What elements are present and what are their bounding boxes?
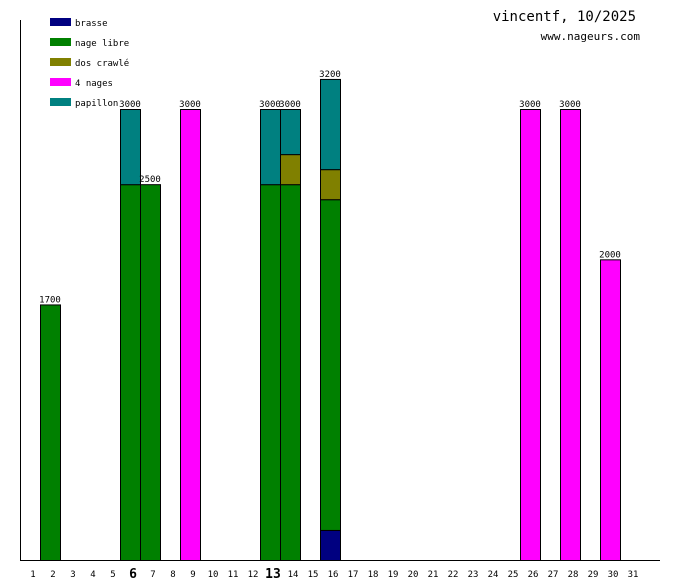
bar-16-brasse — [320, 529, 341, 562]
x-tick-label-6: 6 — [129, 567, 137, 580]
x-tick-label-23: 23 — [468, 570, 479, 580]
x-tick-label-15: 15 — [308, 570, 319, 580]
legend-swatch-0 — [50, 18, 71, 26]
bar-28-4-nages — [560, 109, 581, 561]
legend-swatch-2 — [50, 58, 71, 66]
x-tick-label-9: 9 — [190, 570, 195, 580]
data-label-6: 3000 — [119, 100, 141, 110]
bar-13-nage-libre — [260, 184, 281, 562]
data-label-30: 2000 — [599, 250, 621, 260]
x-tick-label-21: 21 — [428, 570, 439, 580]
data-label-16: 3200 — [319, 70, 341, 80]
chart-subtitle: www.nageurs.com — [540, 30, 640, 43]
legend-swatch-4 — [50, 98, 71, 106]
legend-label-1: nage libre — [75, 39, 129, 49]
x-tick-label-12: 12 — [248, 570, 259, 580]
bar-13-papillon — [260, 109, 281, 186]
bar-6-papillon — [120, 109, 141, 186]
bar-14-nage-libre — [280, 184, 301, 562]
legend-label-4: papillon — [75, 99, 118, 109]
x-tick-label-14: 14 — [288, 570, 299, 580]
x-tick-label-8: 8 — [170, 570, 175, 580]
x-tick-label-16: 16 — [328, 570, 339, 580]
bar-14-dos-crawlé — [280, 154, 301, 186]
x-tick-label-10: 10 — [208, 570, 219, 580]
bar-16-dos-crawlé — [320, 169, 341, 201]
data-label-28: 3000 — [559, 100, 581, 110]
x-tick-label-28: 28 — [568, 570, 579, 580]
data-label-26: 3000 — [519, 100, 541, 110]
x-tick-label-31: 31 — [628, 570, 639, 580]
bar-14-papillon — [280, 109, 301, 156]
x-tick-label-1: 1 — [30, 570, 35, 580]
x-tick-label-4: 4 — [90, 570, 95, 580]
bar-30-4-nages — [600, 259, 621, 561]
bar-26-4-nages — [520, 109, 541, 561]
bar-6-nage-libre — [120, 184, 141, 562]
x-tick-label-24: 24 — [488, 570, 499, 580]
legend-swatch-3 — [50, 78, 71, 86]
bar-16-papillon — [320, 78, 341, 171]
data-label-7: 2500 — [139, 175, 161, 185]
x-tick-label-20: 20 — [408, 570, 419, 580]
bar-7-nage-libre — [140, 184, 161, 562]
data-label-14: 3000 — [279, 100, 301, 110]
x-tick-label-13: 13 — [265, 567, 281, 580]
x-tick-label-27: 27 — [548, 570, 559, 580]
x-tick-label-2: 2 — [50, 570, 55, 580]
x-tick-label-30: 30 — [608, 570, 619, 580]
legend-label-2: dos crawlé — [75, 58, 129, 69]
x-tick-label-25: 25 — [508, 570, 519, 580]
chart-title: vincentf, 10/2025 — [492, 9, 636, 25]
x-tick-label-7: 7 — [150, 570, 155, 580]
bar-2-nage-libre — [40, 304, 61, 561]
data-label-13: 3000 — [259, 100, 281, 110]
legend-label-3: 4 nages — [75, 79, 113, 89]
x-tick-label-3: 3 — [70, 570, 75, 580]
x-tick-label-22: 22 — [448, 570, 459, 580]
data-label-9: 3000 — [179, 100, 201, 110]
data-label-2: 1700 — [39, 295, 61, 305]
x-tick-label-19: 19 — [388, 570, 399, 580]
bar-16-nage-libre — [320, 199, 341, 531]
x-tick-label-29: 29 — [588, 570, 599, 580]
x-tick-label-5: 5 — [110, 570, 115, 580]
legend-swatch-1 — [50, 38, 71, 46]
x-tick-label-18: 18 — [368, 570, 379, 580]
bar-9-4-nages — [180, 109, 201, 561]
x-tick-label-26: 26 — [528, 570, 539, 580]
x-tick-label-17: 17 — [348, 570, 359, 580]
x-tick-label-11: 11 — [228, 570, 239, 580]
legend-label-0: brasse — [75, 19, 108, 29]
